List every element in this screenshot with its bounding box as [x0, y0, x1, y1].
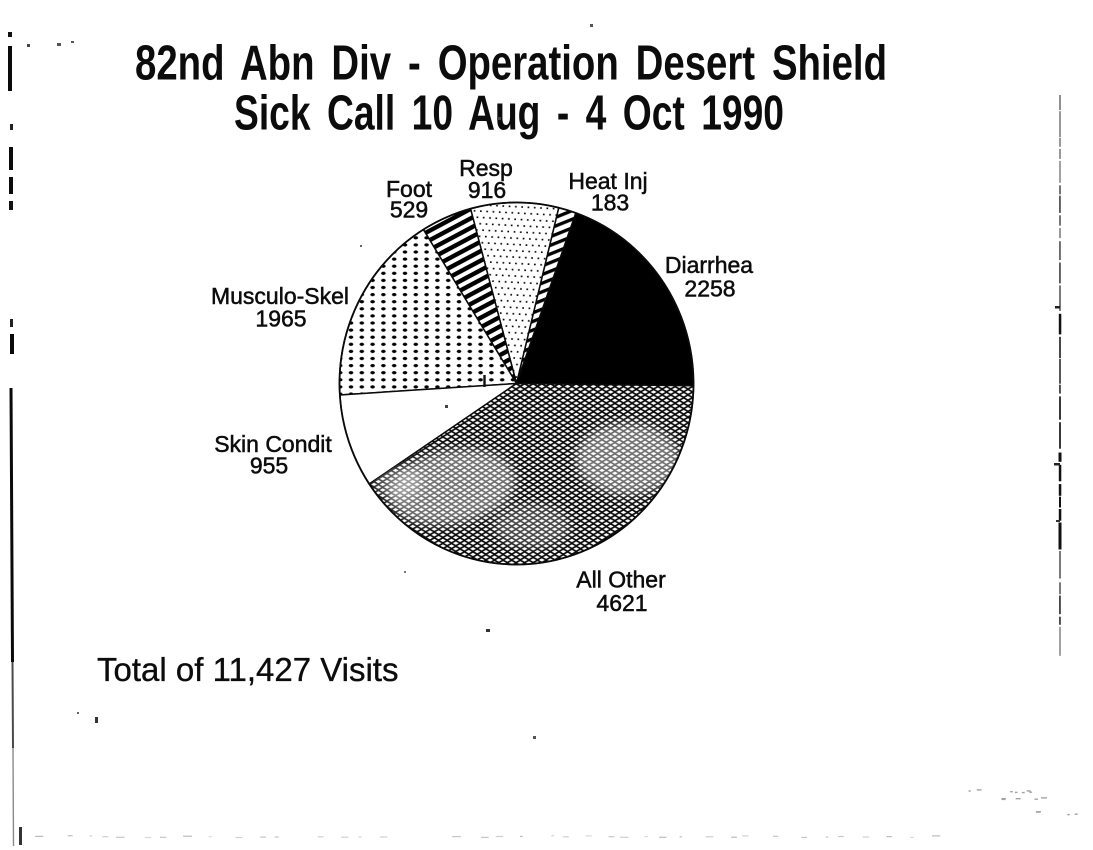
svg-text:Resp: Resp: [459, 155, 513, 181]
svg-text:4621: 4621: [596, 590, 647, 616]
svg-text:All Other: All Other: [576, 567, 666, 593]
svg-text:1965: 1965: [255, 306, 306, 332]
svg-text:Foot: Foot: [386, 176, 433, 202]
svg-text:2258: 2258: [684, 276, 735, 302]
svg-text:82nd Abn Div - Operation Deser: 82nd Abn Div - Operation Desert Shield: [135, 37, 887, 91]
svg-text:Sick Call 10 Aug - 4 Oct 1990: Sick Call 10 Aug - 4 Oct 1990: [234, 87, 784, 141]
svg-text:Musculo-Skel: Musculo-Skel: [211, 283, 349, 309]
svg-text:Skin Condit: Skin Condit: [214, 431, 332, 457]
svg-text:183: 183: [591, 190, 629, 216]
svg-text:Total of 11,427 Visits: Total of 11,427 Visits: [97, 651, 398, 688]
svg-text:529: 529: [390, 197, 428, 223]
svg-text:955: 955: [250, 453, 288, 479]
svg-text:Diarrhea: Diarrhea: [665, 252, 753, 278]
svg-text:Heat Inj: Heat Inj: [568, 168, 647, 194]
svg-text:916: 916: [468, 177, 506, 203]
